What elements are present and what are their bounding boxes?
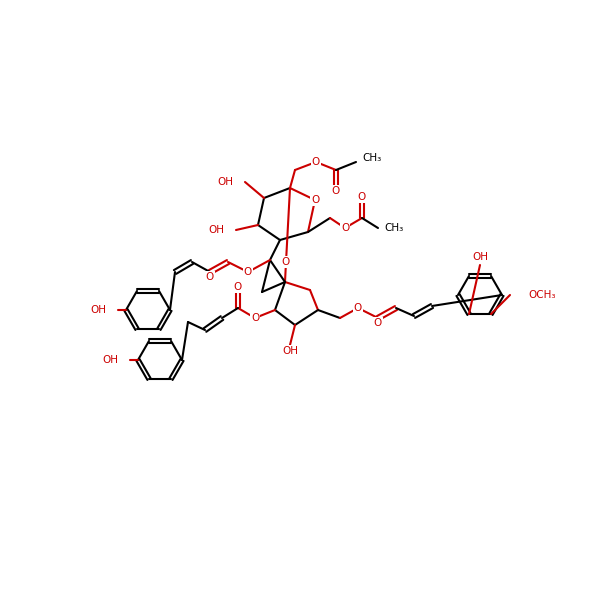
Text: OH: OH <box>282 346 298 356</box>
Text: CH₃: CH₃ <box>362 153 381 163</box>
Text: CH₃: CH₃ <box>384 223 403 233</box>
Text: O: O <box>234 282 242 292</box>
Text: O: O <box>332 186 340 196</box>
Text: O: O <box>312 157 320 167</box>
Text: O: O <box>354 303 362 313</box>
Text: OH: OH <box>472 252 488 262</box>
Text: O: O <box>341 223 349 233</box>
Text: OH: OH <box>102 355 118 365</box>
Text: OCH₃: OCH₃ <box>528 290 556 300</box>
Text: OH: OH <box>282 348 298 358</box>
Text: OH: OH <box>208 225 224 235</box>
Text: O: O <box>251 313 259 323</box>
Text: OH: OH <box>90 305 106 315</box>
Text: O: O <box>311 195 319 205</box>
Text: O: O <box>244 267 252 277</box>
Text: O: O <box>374 318 382 328</box>
Text: OH: OH <box>217 177 233 187</box>
Text: O: O <box>358 192 366 202</box>
Text: O: O <box>206 272 214 282</box>
Text: O: O <box>282 257 290 267</box>
